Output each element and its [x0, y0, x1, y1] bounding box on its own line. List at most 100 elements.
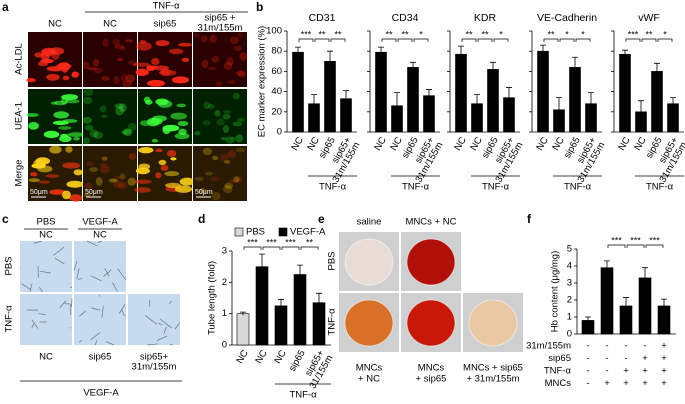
bar: [324, 60, 336, 133]
tube: [98, 294, 101, 297]
error-bar: [506, 87, 512, 108]
cell: [73, 137, 80, 141]
y-tick-label: 20: [271, 106, 282, 117]
significance-label: **: [385, 29, 393, 39]
tube: [158, 322, 163, 326]
tube: [147, 343, 158, 346]
cell: [125, 74, 136, 83]
cell: [236, 32, 244, 38]
cell: [92, 58, 100, 67]
cell: [64, 99, 80, 104]
tube: [79, 310, 86, 317]
row-label: Merge: [14, 160, 25, 187]
cell: [101, 156, 108, 161]
error-bar: [474, 94, 480, 113]
cell: [179, 177, 195, 186]
tube: [31, 319, 39, 329]
y-tick-label: 2: [222, 277, 227, 288]
cell: [235, 70, 245, 76]
scale-bar-label: 50μm: [195, 189, 213, 196]
tube: [156, 335, 168, 341]
cell: [168, 48, 184, 55]
tube: [91, 307, 101, 311]
cell: [89, 129, 99, 138]
tube: [33, 240, 42, 244]
column-label: sip65 +: [205, 13, 236, 24]
scale-bar-label: 50μm: [85, 189, 103, 196]
column-label: saline: [357, 217, 382, 228]
cell: [176, 103, 187, 108]
condition-value: +: [661, 353, 667, 364]
error-bar: [654, 62, 660, 80]
significance-bracket: [397, 38, 413, 42]
tube: [78, 340, 82, 343]
cell: [121, 130, 128, 135]
condition-name: 31m/155m: [526, 341, 571, 352]
cell: [38, 180, 51, 184]
error-bar: [343, 90, 349, 107]
panel-label: a: [2, 0, 9, 14]
column-label: sip65: [154, 19, 177, 30]
cell: [113, 75, 120, 85]
column-sublabel: NC: [39, 230, 53, 241]
significance-bracket: [607, 244, 626, 248]
cell: [223, 61, 233, 71]
cell: [232, 92, 240, 100]
cell: [229, 136, 237, 141]
plug: [406, 299, 456, 347]
y-tick-label: 4: [567, 261, 572, 272]
group-label: TNF-α: [289, 390, 317, 401]
column-label: sip65+: [140, 352, 169, 363]
cell: [194, 177, 204, 181]
column-sublabel: NC: [93, 230, 107, 241]
cell: [239, 52, 248, 61]
cell: [86, 161, 94, 167]
cell: [162, 126, 171, 134]
cell: [202, 147, 213, 156]
tube: [169, 300, 172, 305]
condition-value: -: [605, 353, 608, 364]
cell: [224, 160, 231, 164]
tube: [31, 323, 35, 329]
row-label: Ac-LDL: [14, 43, 25, 75]
column-label: VEGF-A: [82, 217, 118, 228]
cell: [82, 116, 92, 124]
error-bar: [556, 97, 562, 122]
cell: [108, 178, 119, 183]
condition-value: +: [661, 366, 667, 377]
significance-label: ***: [285, 237, 296, 247]
y-tick-label: 2: [567, 295, 572, 306]
significance-label: ***: [301, 29, 312, 39]
cell: [102, 38, 109, 48]
cell: [207, 66, 217, 71]
significance-bracket: [413, 38, 429, 42]
plug: [468, 299, 518, 347]
tube: [112, 282, 118, 292]
significance-label: **: [645, 29, 653, 39]
cell: [170, 112, 187, 120]
condition-value: -: [624, 353, 627, 364]
cell: [122, 79, 133, 88]
significance-bracket: [626, 244, 645, 248]
significance-label: *: [663, 29, 667, 39]
error-bar: [540, 44, 546, 58]
cell: [83, 87, 94, 97]
cell: [211, 56, 220, 63]
cell: [174, 132, 190, 140]
panel-label: d: [198, 212, 205, 226]
cell: [236, 117, 246, 123]
error-bar: [259, 253, 265, 280]
scale-bar-label: 50μm: [30, 189, 48, 196]
bar: [537, 50, 549, 133]
cell: [235, 147, 246, 153]
tube: [105, 341, 115, 346]
cell: [45, 174, 60, 178]
x-tick-label: NC: [372, 135, 388, 153]
error-bar: [458, 45, 464, 63]
cell: [43, 130, 60, 139]
significance-label: **: [306, 237, 314, 247]
tube: [95, 340, 97, 346]
cell: [138, 146, 154, 154]
tube: [21, 283, 32, 291]
tube: [103, 269, 112, 277]
